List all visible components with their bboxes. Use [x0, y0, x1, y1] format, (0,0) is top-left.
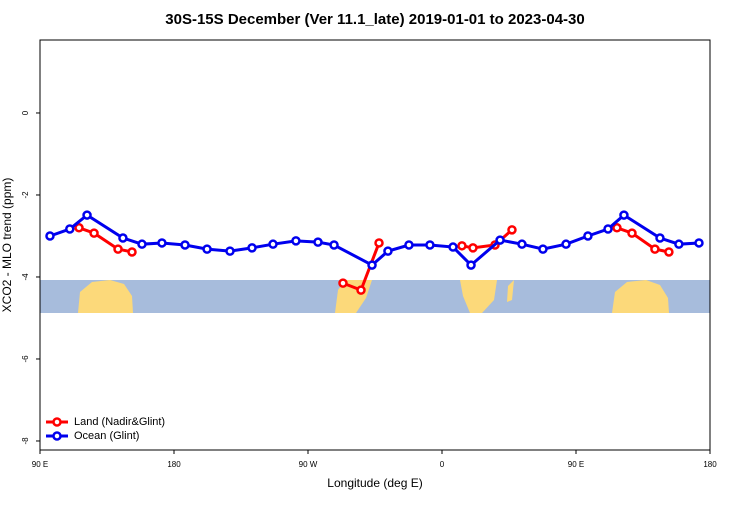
point [468, 243, 478, 253]
point [225, 246, 235, 256]
legend-marker [52, 417, 62, 427]
point [180, 240, 190, 250]
map-ocean [40, 280, 710, 313]
point [561, 239, 571, 249]
point [45, 231, 55, 241]
y-tick-label: 0 [21, 110, 30, 115]
point [118, 233, 128, 243]
point [650, 244, 660, 254]
point [338, 278, 348, 288]
point [113, 244, 123, 254]
point [356, 285, 366, 295]
point [694, 238, 704, 248]
point [329, 240, 339, 250]
point [89, 228, 99, 238]
x-axis-label: Longitude (deg E) [327, 476, 422, 490]
point [612, 223, 622, 233]
x-tick-label: 180 [703, 460, 717, 469]
point [448, 242, 458, 252]
point [674, 239, 684, 249]
point [603, 224, 613, 234]
point [383, 246, 393, 256]
plot-frame [39, 39, 711, 451]
y-axis-label: XCO2 - MLO trend (ppm) [0, 178, 14, 313]
point [82, 210, 92, 220]
point [157, 238, 167, 248]
point [507, 225, 517, 235]
y-tick-label: -4 [21, 273, 30, 281]
point [627, 228, 637, 238]
legend-label: Ocean (Glint) [74, 430, 139, 442]
point [457, 241, 467, 251]
point [517, 239, 527, 249]
x-tick-label: 0 [440, 460, 445, 469]
point [495, 235, 505, 245]
point [538, 244, 548, 254]
point [367, 260, 377, 270]
point [425, 240, 435, 250]
point [137, 239, 147, 249]
y-tick-label: -2 [21, 191, 30, 199]
point [404, 240, 414, 250]
legend-marker [52, 431, 62, 441]
point [313, 237, 323, 247]
chart-title: 30S-15S December (Ver 11.1_late) 2019-01… [165, 11, 584, 28]
point [127, 247, 137, 257]
point [202, 244, 212, 254]
point [664, 247, 674, 257]
point [65, 224, 75, 234]
y-tick-label: -8 [21, 437, 30, 445]
y-tick-label: -6 [21, 355, 30, 363]
point [619, 210, 629, 220]
point [268, 239, 278, 249]
point [74, 223, 84, 233]
point [291, 236, 301, 246]
x-tick-label: 180 [167, 460, 181, 469]
legend-label: Land (Nadir&Glint) [74, 416, 165, 428]
x-tick-label: 90 E [32, 460, 48, 469]
point [583, 231, 593, 241]
point [466, 260, 476, 270]
point [374, 238, 384, 248]
x-tick-label: 90 W [299, 460, 318, 469]
point [247, 243, 257, 253]
x-tick-label: 90 E [568, 460, 584, 469]
point [655, 233, 665, 243]
